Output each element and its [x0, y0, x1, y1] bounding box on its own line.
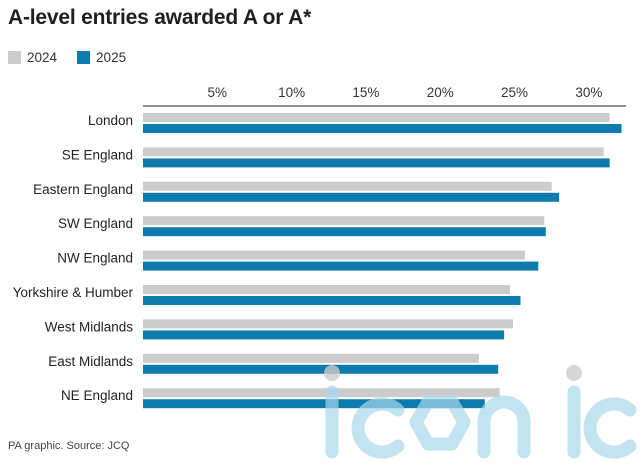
x-tick-label: 20%: [427, 85, 454, 100]
category-label: SE England: [62, 147, 133, 162]
bar-2024: [143, 181, 552, 191]
legend-label-2025: 2025: [96, 50, 127, 65]
bar-2025: [143, 330, 505, 340]
x-tick-label: 10%: [278, 85, 305, 100]
legend-item-2025: 2025: [77, 50, 126, 65]
bar-2025: [143, 192, 560, 202]
x-tick-label: 15%: [352, 85, 379, 100]
bar-2025: [143, 399, 485, 409]
x-tick-label: 25%: [501, 85, 528, 100]
bar-2025: [143, 158, 610, 168]
bar-2024: [143, 147, 604, 157]
category-label: NW England: [57, 251, 133, 266]
legend-swatch-2024: [8, 51, 21, 64]
legend-item-2024: 2024: [8, 50, 57, 65]
x-tick-label: 5%: [208, 85, 228, 100]
category-label: London: [88, 113, 133, 128]
bar-2025: [143, 261, 539, 271]
category-label: NE England: [61, 388, 133, 403]
legend-label-2024: 2024: [27, 50, 58, 65]
bar-2024: [143, 216, 545, 226]
bar-2024: [143, 353, 479, 363]
category-label: Yorkshire & Humber: [13, 285, 134, 300]
bar-2024: [143, 285, 511, 294]
chart-legend: 2024 2025: [8, 50, 126, 65]
source-note: PA graphic. Source: JCQ: [8, 440, 130, 452]
bar-2025: [143, 227, 546, 237]
bar-2025: [143, 364, 499, 374]
bar-2025: [143, 296, 521, 305]
category-label: East Midlands: [48, 354, 133, 369]
bar-2024: [143, 250, 525, 260]
bar-2024: [143, 319, 514, 329]
bar-2024: [143, 388, 500, 398]
category-label: Eastern England: [33, 182, 133, 197]
chart-title: A-level entries awarded A or A*: [8, 6, 312, 29]
category-label: West Midlands: [45, 319, 134, 334]
iconic-watermark: [324, 365, 637, 459]
legend-swatch-2025: [77, 51, 91, 64]
bar-2024: [143, 113, 610, 122]
x-tick-label: 30%: [575, 85, 602, 100]
bar-2025: [143, 124, 622, 133]
category-label: SW England: [58, 216, 133, 231]
